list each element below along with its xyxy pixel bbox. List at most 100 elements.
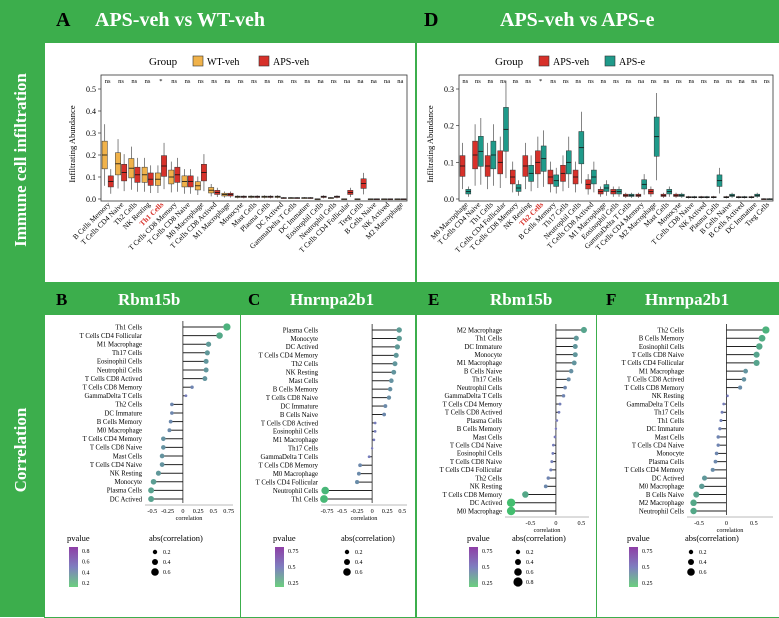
significance-label: ns [185,78,191,85]
category-label: M1 Macrophage [97,342,142,349]
significance-label: na [344,78,350,85]
category-label: T Cells CD8 Memory [625,385,685,392]
category-label: Th17 Cells [288,446,318,453]
category-label: Th17 Cells [112,350,142,357]
x-tick-label: 0 [371,508,374,515]
pvalue-tick: 0.75 [482,549,493,555]
significance-label: ns [714,78,720,85]
lollipop-point [321,486,330,495]
category-label: Th2 Cells [475,475,502,482]
size-legend-circle [688,549,694,555]
size-legend-tick: 0.2 [355,550,363,556]
category-label: Neutrophil Cells [273,488,318,495]
size-legend-circle [515,559,521,565]
pvalue-tick: 0.75 [288,549,299,555]
x-axis-label: correlation [176,515,203,522]
lollipop-point [150,478,157,485]
category-label: Th1 Cells [115,324,142,331]
category-label: Eosinophil Cells [97,359,142,366]
category-label: M0 Macrophage [639,484,684,491]
lollipop-point [391,369,397,375]
category-label: T Cells CD8 Memory [83,385,143,392]
lollipop-point [356,471,361,476]
panel-e-label: E [428,290,440,309]
plot-frame [458,74,774,202]
category-label: T Cells CD8 Actived [261,420,319,427]
lollipop-point [161,445,166,450]
lollipop-point [758,334,766,342]
category-label: M0 Macrophage [97,428,142,435]
size-legend-title: abs(correlation) [685,533,739,543]
category-label: T Cells CD8 Naive [632,352,684,359]
lollipop-point [718,427,722,431]
legend-entry-2: APS-e [619,57,646,68]
significance-label: ns [651,78,657,85]
significance-label: ns [764,78,770,85]
lollipop-point [355,480,360,485]
lollipop-point [522,491,529,498]
lollipop-point [743,368,749,374]
pvalue-colorbar [69,547,78,587]
x-tick-label: 0.25 [382,508,393,515]
lollipop-point [389,378,394,383]
x-axis-label: correlation [351,515,378,522]
lollipop-point [396,335,402,342]
lollipop-point [382,412,387,417]
size-legend-circle [513,577,523,587]
category-label: T Cells CD4 Follicular [622,360,685,367]
size-legend-circle [344,549,350,555]
pvalue-tick: 0.5 [288,565,296,571]
panel-a-title: APS-veh vs WT-veh [95,9,266,31]
category-label: Th17 Cells [472,377,502,384]
size-legend-tick: 0.6 [355,570,363,576]
lollipop-point [554,427,558,430]
category-label: Th1 Cells [291,496,318,503]
significance-label: ns [462,78,468,85]
lollipop-point [716,435,720,439]
y-tick-label: 0.1 [444,158,454,167]
category-label: T Cells CD4 Memory [83,436,143,443]
category-label: Plasma Cells [107,488,143,495]
significance-label: ns [118,78,124,85]
panel-f: Th2 Cells B Cells Memory Eosinophil Cells T… [596,314,779,618]
size-legend-tick: 0.2 [699,550,707,556]
panel-d-label: D [424,9,439,31]
lollipop-point [373,430,377,433]
x-tick-label: -0.25 [351,508,364,515]
x-tick-label: -0.75 [321,508,334,515]
y-tick-label: 0.3 [86,129,96,138]
row-label-immune: Immune cell infiltration [11,73,30,247]
lollipop-point [710,467,715,472]
boxplot-chart-d: Group APS-veh APS-e 0.0 0.1 0.2 0.3 Infiltratin… [425,55,774,254]
lollipop-point [580,326,587,334]
x-tick-label: -0.5 [694,520,704,527]
significance-label: ns [688,78,694,85]
category-label: T Cells CD8 Actived [85,376,143,383]
size-legend-tick: 0.6 [163,570,171,576]
panel-f-title: Hnrnpa2b1 [645,290,730,309]
pvalue-colorbar [275,547,284,587]
lollipop-point [396,327,402,333]
category-label: Eosinophil Cells [273,429,318,436]
panel-d: Group APS-veh APS-e 0.0 0.1 0.2 0.3 Infiltratin… [416,42,779,283]
lollipop-point [393,352,399,358]
significance-label: ns [278,78,284,85]
lollipop-point [716,443,720,447]
lollipop-point [726,394,729,398]
lollipop-point [701,475,708,481]
category-label: Th2 Cells [657,327,684,334]
category-label: B Cells Memory [97,419,143,426]
significance-label: ns [751,78,757,85]
size-legend-circle [687,568,695,576]
lollipop-point [204,350,210,356]
category-label: T Cells CD4 Follicular [256,479,319,486]
legend-swatch-1 [538,55,550,67]
size-legend-tick: 0.4 [163,560,171,566]
significance-label: ns [238,78,244,85]
category-label: DC Actived [470,500,503,507]
size-legend-title: abs(correlation) [341,533,395,543]
panel-b-label: B [56,290,68,309]
lollipop-point [756,343,763,350]
